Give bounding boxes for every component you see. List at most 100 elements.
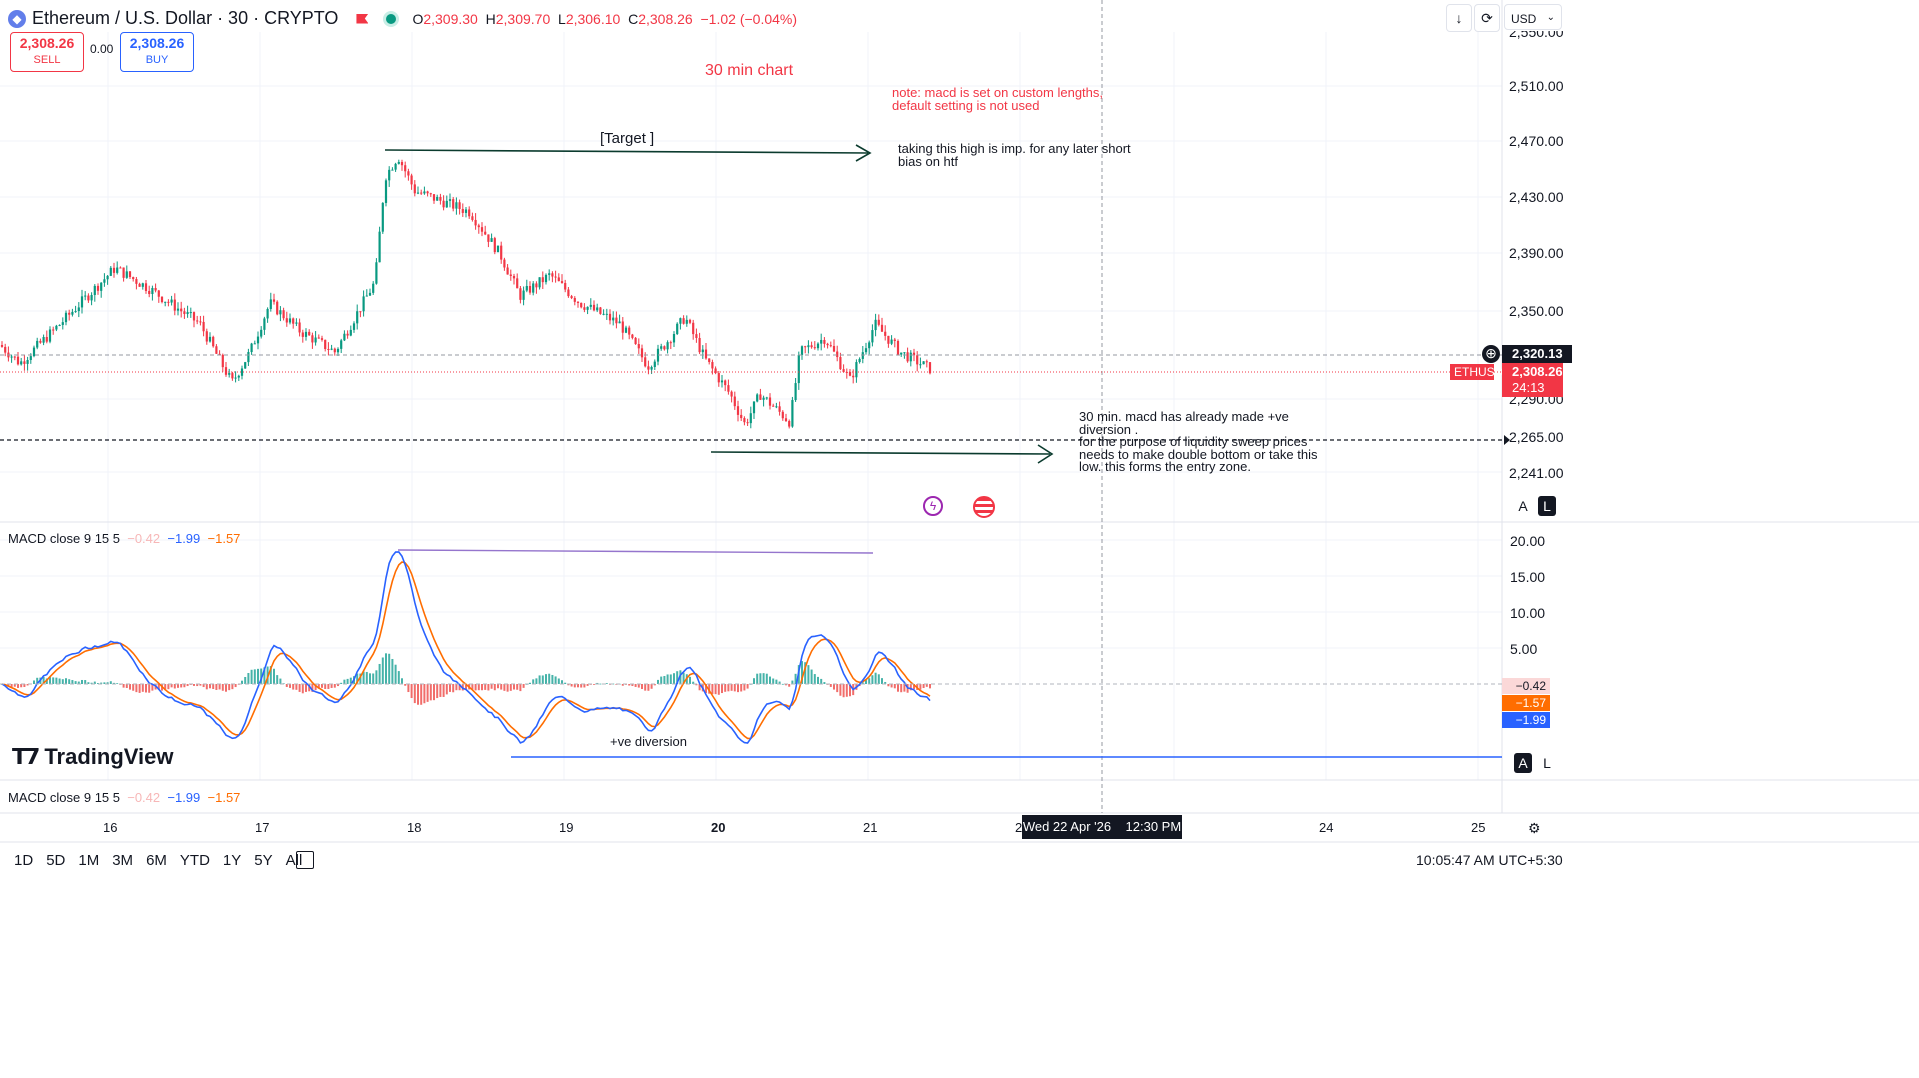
macd-hist-bar bbox=[13, 684, 16, 687]
range-6m[interactable]: 6M bbox=[146, 852, 167, 869]
macd-hist-bar bbox=[340, 682, 343, 684]
candle-body bbox=[157, 290, 160, 297]
candle-body bbox=[730, 391, 733, 397]
macd-hist-bar bbox=[785, 684, 787, 686]
macd-legend-collapsed[interactable]: MACD close 9 15 5 −0.42 −1.99 −1.57 bbox=[8, 790, 241, 805]
macd-hist-bar bbox=[145, 684, 147, 693]
macd-hist-bar bbox=[410, 684, 413, 699]
macd-hist-bar bbox=[93, 681, 96, 684]
candle-body bbox=[68, 312, 71, 315]
range-5y[interactable]: 5Y bbox=[254, 852, 273, 869]
macd-hist-bar bbox=[756, 673, 759, 684]
candle-body bbox=[29, 356, 32, 360]
macd-hist-bar bbox=[519, 684, 522, 692]
candle-body bbox=[484, 231, 487, 235]
range-1d[interactable]: 1D bbox=[14, 852, 34, 869]
candle-body bbox=[240, 368, 244, 376]
log-scale-button[interactable]: L bbox=[1543, 755, 1551, 771]
candle-body bbox=[832, 345, 836, 352]
macd-hist-bar bbox=[26, 684, 29, 686]
time-label: 18 bbox=[407, 820, 422, 835]
macd-hist-bar bbox=[721, 684, 723, 694]
settings-gear-icon[interactable]: ⚙ bbox=[1528, 820, 1541, 836]
target-arrow-head bbox=[855, 144, 872, 162]
crosshair-price-label: 2,320.13 bbox=[1502, 345, 1572, 363]
range-3m[interactable]: 3M bbox=[112, 852, 134, 869]
macd-legend[interactable]: MACD close 9 15 5 −0.42 −1.99 −1.57 bbox=[8, 531, 241, 546]
candle-body bbox=[759, 394, 762, 400]
drawings bbox=[0, 0, 1510, 813]
macd-hist-bar bbox=[833, 684, 835, 690]
candle-body bbox=[816, 343, 820, 349]
macd-hist-bar bbox=[727, 684, 730, 692]
range-1m[interactable]: 1M bbox=[78, 852, 100, 869]
range-1y[interactable]: 1Y bbox=[222, 852, 242, 869]
sell-button[interactable]: 2,308.26 SELL bbox=[10, 32, 84, 72]
macd-hist-bar bbox=[455, 684, 458, 691]
macd-hist-bar bbox=[679, 670, 682, 684]
buy-button[interactable]: 2,308.26 BUY bbox=[120, 32, 194, 72]
candle-body bbox=[330, 348, 333, 350]
macd-hist-bar bbox=[759, 673, 762, 684]
macd-tick: 15.00 bbox=[1510, 569, 1546, 585]
candle-body bbox=[45, 337, 48, 342]
candle-body bbox=[768, 397, 772, 406]
macd-hist-bar bbox=[65, 678, 67, 684]
last-price-label: 2,308.26 24:13 bbox=[1502, 363, 1563, 397]
download-button[interactable]: ↓ bbox=[1446, 4, 1472, 32]
auto-scale-button[interactable]: A bbox=[1518, 498, 1528, 514]
range-ytd[interactable]: YTD bbox=[179, 852, 210, 869]
macd-hist-bar bbox=[55, 677, 58, 684]
symbol-header[interactable]: ◆ Ethereum / U.S. Dollar · 30 · CRYPTO O… bbox=[8, 8, 797, 29]
macd-hist-bar bbox=[151, 684, 154, 691]
candle-body bbox=[698, 337, 701, 353]
currency-select[interactable]: USD ⌄ bbox=[1504, 4, 1562, 30]
candle-body bbox=[327, 348, 330, 350]
macd-hist-bar bbox=[362, 671, 365, 684]
macd-hist-bar bbox=[503, 684, 506, 691]
lightning-event-icon[interactable]: ϟ bbox=[923, 496, 943, 516]
candle-body bbox=[544, 274, 548, 283]
macd-hist-bar bbox=[324, 684, 327, 689]
candle-body bbox=[304, 331, 308, 337]
macd-histogram bbox=[1, 653, 931, 705]
candle-body bbox=[346, 333, 349, 336]
candle-body bbox=[724, 380, 727, 386]
macd-hist-bar bbox=[490, 684, 493, 689]
add-alert-icon[interactable]: ⊕ bbox=[1482, 345, 1500, 363]
candle-body bbox=[522, 290, 525, 300]
candle-body bbox=[436, 196, 439, 201]
candle-body bbox=[84, 295, 87, 297]
macd-hist-bar bbox=[647, 684, 650, 691]
candle-body bbox=[890, 339, 893, 344]
candle-body bbox=[727, 385, 730, 392]
range-all[interactable]: All bbox=[285, 852, 303, 869]
candle-body bbox=[864, 348, 868, 353]
macd-hist-bar bbox=[68, 679, 71, 684]
candle-body bbox=[416, 192, 420, 194]
candle-body bbox=[752, 401, 756, 414]
macd-hist-bar bbox=[372, 673, 375, 684]
candle-body bbox=[170, 299, 173, 303]
candle-body bbox=[480, 227, 484, 232]
candle-body bbox=[368, 292, 372, 296]
price-tick-partial: 2,550.00 bbox=[1509, 24, 1564, 40]
macd-hist-bar bbox=[909, 684, 912, 691]
range-5d[interactable]: 5D bbox=[46, 852, 66, 869]
candle-body bbox=[292, 318, 295, 324]
macd-hist-bar bbox=[753, 678, 755, 684]
macd-hist-bar bbox=[90, 682, 93, 684]
macd-hist-bar bbox=[919, 684, 922, 690]
diversion-label: +ve diversion bbox=[610, 734, 687, 749]
us-flag-event-icon[interactable] bbox=[973, 496, 995, 518]
candle-body bbox=[455, 202, 458, 209]
auto-scale-button[interactable]: A bbox=[1514, 753, 1532, 773]
macd-hist-bar bbox=[215, 684, 218, 690]
fullscreen-button[interactable]: ⟳ bbox=[1474, 4, 1500, 32]
symbol-tag: ETHUSD bbox=[1450, 364, 1503, 380]
candle-body bbox=[74, 311, 77, 313]
log-scale-button[interactable]: L bbox=[1538, 496, 1556, 516]
calendar-icon[interactable] bbox=[296, 851, 314, 869]
tradingview-logo[interactable]: 𝗧𝟳 TradingView bbox=[12, 744, 174, 769]
